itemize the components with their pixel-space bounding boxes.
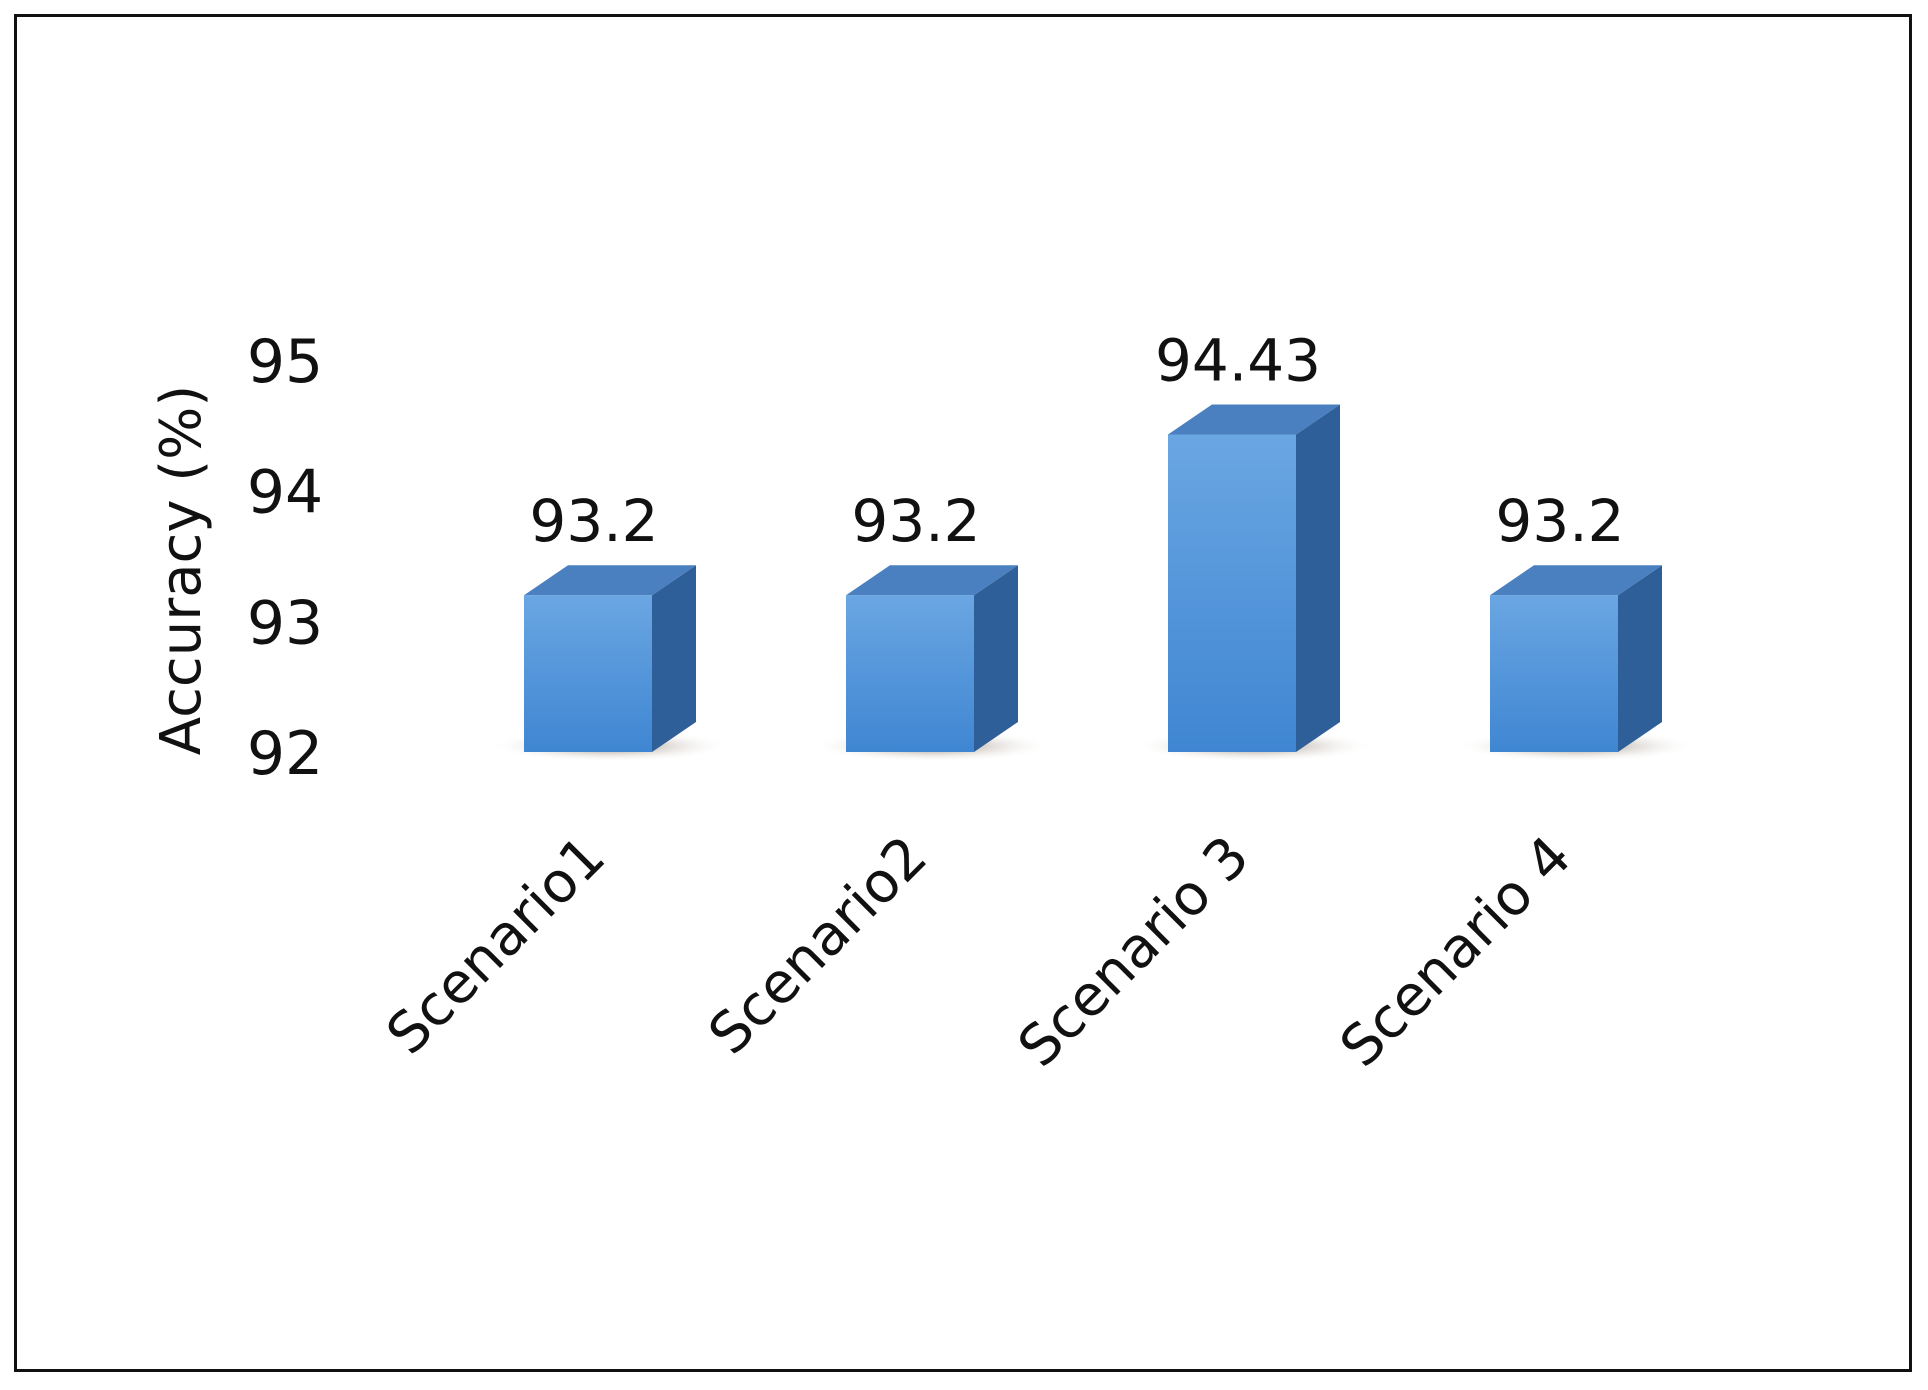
bar-front-face [1168,434,1296,752]
y-axis-title: Accuracy (%) [149,385,214,755]
bar [812,565,1052,762]
bar-side-face [652,565,696,752]
bar-top-face [1168,404,1340,435]
data-label: 93.2 [1495,487,1624,555]
bar-top-face [846,565,1018,596]
y-tick-label: 95 [247,327,323,397]
category-label: Scenario2 [697,824,940,1067]
data-label: 93.2 [851,487,980,555]
bar [490,565,730,762]
bar-side-face [1618,565,1662,752]
data-labels: 93.2 93.2 94.43 93.2 [529,326,1624,555]
category-labels: Scenario1 Scenario2 Scenario 3 Scenario 4 [375,824,1584,1080]
y-tick-label: 92 [247,719,323,789]
bar [1134,404,1374,762]
category-label: Scenario 4 [1328,824,1584,1080]
bar-front-face [1490,595,1618,752]
category-label: Scenario 3 [1006,824,1262,1080]
data-label: 93.2 [529,487,658,555]
bar-top-face [1490,565,1662,596]
bars [490,404,1696,762]
category-label: Scenario1 [375,824,618,1067]
bar-side-face [974,565,1018,752]
bar-top-face [524,565,696,596]
y-tick-label: 93 [247,588,323,658]
bar-side-face [1296,404,1340,752]
y-tick-label: 94 [247,458,323,528]
y-axis-ticks: 92 93 94 95 [247,327,323,789]
bar [1456,565,1696,762]
bar-front-face [524,595,652,752]
chart-frame [14,14,1912,1372]
data-label: 94.43 [1155,326,1321,394]
bar-front-face [846,595,974,752]
